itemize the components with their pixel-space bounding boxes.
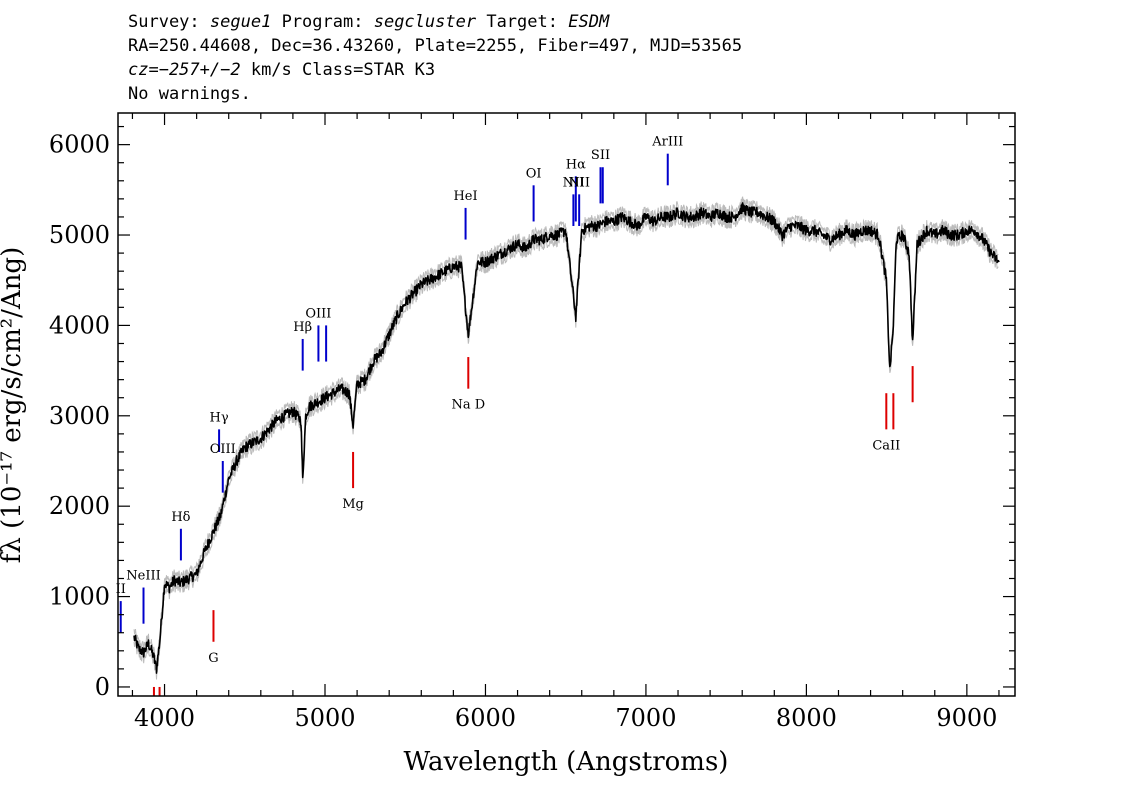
spectral-line-labels: IINeIIIHδHγOIIIHβOIIIHeIOINIIHαNIISIIArI… <box>116 135 901 666</box>
emission-line-label: OI <box>526 166 542 181</box>
spectrum-error-lower <box>133 209 999 680</box>
emission-line-label: NeIII <box>126 569 160 584</box>
survey-value: segue1 <box>209 12 272 32</box>
emission-line-label: ArIII <box>651 135 683 150</box>
emission-line-label: II <box>116 582 126 597</box>
y-tick-label: 0 <box>95 673 110 701</box>
emission-line-label: NII <box>568 175 590 190</box>
y-tick-label: 2000 <box>49 492 110 520</box>
emission-line-label: Hβ <box>293 320 312 335</box>
y-tick-label: 3000 <box>49 402 110 430</box>
header-line-cz: cz=−257+/−2 km/s Class=STAR K3 <box>128 58 742 82</box>
emission-line-label: NII <box>563 175 585 190</box>
emission-line-label: OIII <box>305 306 331 321</box>
emission-line-label: Hα <box>566 157 586 172</box>
emission-line-label: OIII <box>210 442 236 457</box>
header-line-warnings: No warnings. <box>128 84 251 104</box>
emission-line-label: SII <box>591 148 610 163</box>
absorption-line-label: G <box>208 651 218 666</box>
program-label: Program: <box>281 12 364 32</box>
x-axis-title: Wavelength (Angstroms) <box>404 747 729 777</box>
x-tick-label: 6000 <box>455 704 516 732</box>
y-tick-label: 5000 <box>49 221 110 249</box>
x-tick-label: 9000 <box>936 704 997 732</box>
absorption-line-label: Na D <box>451 398 485 413</box>
spectrum-series-line <box>133 202 1000 674</box>
absorption-line-label: CaII <box>872 438 900 453</box>
spectral-lines-layer <box>119 153 914 696</box>
spectrum-header: Survey: segue1 Program: segcluster Targe… <box>128 10 742 106</box>
cz-value: cz=−257+/−2 <box>128 60 241 80</box>
series-layer <box>133 196 1000 680</box>
header-line-coordinates: RA=250.44608, Dec=36.43260, Plate=2255, … <box>128 36 743 56</box>
axis-tick-labels: 4000 5000 6000 7000 8000 9000 0 1000 2000 3000 400… <box>49 131 997 732</box>
target-label: Target: <box>486 12 558 32</box>
y-tick-label: 6000 <box>49 131 110 159</box>
target-value: ESDM <box>568 12 610 32</box>
y-tick-label: 4000 <box>49 311 110 339</box>
plot-frame <box>117 112 1016 697</box>
class-value: km/s Class=STAR K3 <box>240 60 436 80</box>
program-value: segcluster <box>373 12 477 32</box>
spectrum-error-upper <box>133 196 999 667</box>
x-tick-label: 8000 <box>776 704 837 732</box>
y-axis-title: fλ (10⁻¹⁷ erg/s/cm²/Ang) <box>0 247 27 563</box>
x-tick-label: 5000 <box>294 704 355 732</box>
x-tick-label: 7000 <box>615 704 676 732</box>
y-tick-label: 1000 <box>49 583 110 611</box>
x-tick-label: 4000 <box>134 704 195 732</box>
absorption-line-label: Mg <box>342 497 364 512</box>
axis-ticks <box>118 113 1015 696</box>
survey-label: Survey: <box>128 12 200 32</box>
emission-line-label: Hδ <box>171 510 190 525</box>
emission-line-label: HeI <box>453 189 477 204</box>
header-line-survey: Survey: segue1 Program: segcluster Targe… <box>128 10 742 34</box>
emission-line-label: Hγ <box>210 410 229 425</box>
